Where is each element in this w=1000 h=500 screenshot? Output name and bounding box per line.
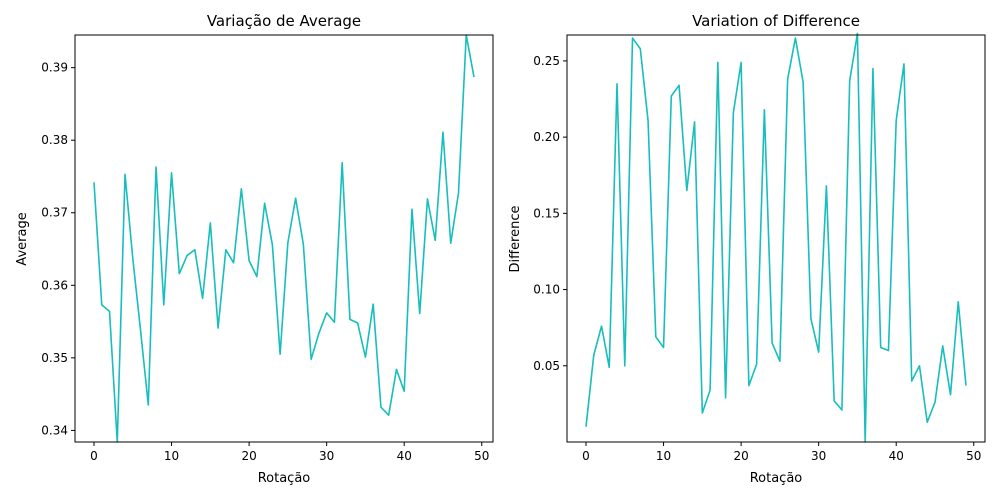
x-tick-label: 50 bbox=[966, 449, 981, 463]
y-tick-label: 0.39 bbox=[41, 61, 68, 75]
y-tick-label: 0.15 bbox=[533, 206, 560, 220]
y-tick-label: 0.05 bbox=[533, 359, 560, 373]
chart-title: Variação de Average bbox=[207, 12, 361, 30]
x-tick-label: 0 bbox=[582, 449, 590, 463]
axis-ticks: 0 10 20 30 40 50 0.34 0.35 0.36 0.37 0.38 0.39 bbox=[41, 61, 489, 463]
y-tick-label: 0.10 bbox=[533, 283, 560, 297]
y-tick-label: 0.34 bbox=[41, 423, 68, 437]
x-axis-label: Rotação bbox=[750, 471, 803, 486]
plot-frame bbox=[566, 34, 986, 443]
plot-frame bbox=[74, 34, 494, 443]
chart-difference: Variation of Difference Rotação Differen… bbox=[508, 12, 986, 486]
x-tick-label: 30 bbox=[811, 449, 826, 463]
x-tick-label: 30 bbox=[319, 449, 334, 463]
x-tick-label: 20 bbox=[733, 449, 748, 463]
y-axis-label: Average bbox=[15, 212, 30, 265]
x-tick-label: 10 bbox=[164, 449, 179, 463]
y-tick-label: 0.20 bbox=[533, 130, 560, 144]
x-tick-label: 10 bbox=[656, 449, 671, 463]
series-line bbox=[585, 32, 967, 443]
x-tick-label: 40 bbox=[889, 449, 904, 463]
x-tick-label: 0 bbox=[90, 449, 98, 463]
y-tick-label: 0.36 bbox=[41, 278, 68, 292]
x-tick-label: 40 bbox=[397, 449, 412, 463]
chart-average: Variação de Average Rotação Average 0 10 2… bbox=[15, 12, 494, 486]
x-tick-label: 50 bbox=[474, 449, 489, 463]
x-tick-label: 20 bbox=[241, 449, 256, 463]
y-tick-label: 0.25 bbox=[533, 54, 560, 68]
y-axis-label: Difference bbox=[508, 205, 523, 272]
y-tick-label: 0.37 bbox=[41, 206, 68, 220]
x-axis-label: Rotação bbox=[258, 471, 311, 486]
y-tick-label: 0.35 bbox=[41, 351, 68, 365]
series-line bbox=[93, 34, 475, 443]
chart-title: Variation of Difference bbox=[692, 12, 860, 30]
y-tick-label: 0.38 bbox=[41, 133, 68, 147]
axis-ticks: 0 10 20 30 40 50 0.05 0.10 0.15 0.20 0.25 bbox=[533, 54, 981, 463]
